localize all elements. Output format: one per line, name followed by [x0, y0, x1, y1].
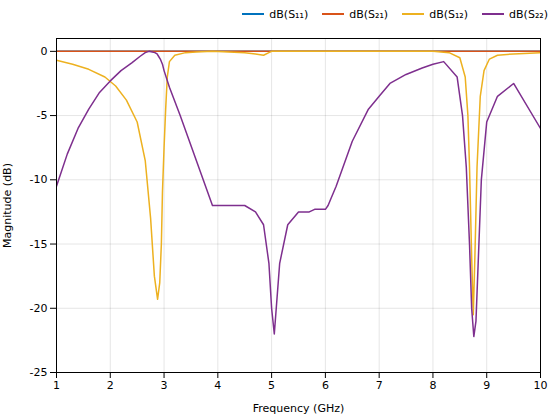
svg-text:4: 4: [214, 379, 221, 392]
html-text:dB(S₁₁): dB(S₁₁): [269, 7, 309, 21]
svg-text:8: 8: [429, 379, 436, 392]
html-text:dB(S₁₂): dB(S₁₂): [429, 7, 469, 21]
svg-text:-5: -5: [37, 109, 48, 122]
svg-text:-20: -20: [30, 302, 48, 315]
svg-text:2: 2: [107, 379, 114, 392]
svg-text:10: 10: [534, 379, 548, 392]
svg-text:Frequency (GHz): Frequency (GHz): [253, 402, 344, 415]
svg-text:-25: -25: [30, 366, 48, 379]
html-text:dB(S₂₁): dB(S₂₁): [349, 7, 389, 21]
svg-text:-15: -15: [30, 238, 48, 251]
svg-text:5: 5: [268, 379, 275, 392]
svg-text:0: 0: [41, 45, 48, 58]
svg-text:6: 6: [322, 379, 329, 392]
svg-text:1: 1: [53, 379, 60, 392]
svg-text:3: 3: [161, 379, 168, 392]
svg-text:9: 9: [483, 379, 490, 392]
svg-text:-10: -10: [30, 173, 48, 186]
svg-text:7: 7: [376, 379, 383, 392]
html-text:dB(S₂₂): dB(S₂₂): [509, 7, 548, 21]
svg-text:Magnitude (dB): Magnitude (dB): [1, 163, 14, 248]
